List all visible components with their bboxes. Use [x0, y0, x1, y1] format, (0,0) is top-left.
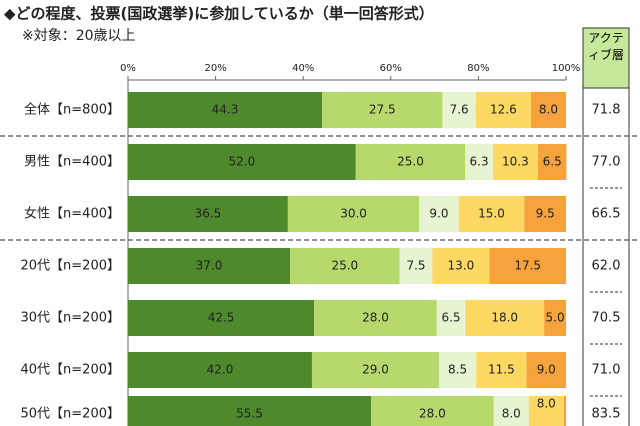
value-label: 25.0 [331, 259, 358, 273]
x-tick-label: 0% [120, 63, 136, 74]
bar-segment [528, 396, 564, 426]
bar-segment [493, 396, 529, 426]
bar-segment [438, 352, 477, 388]
y-tick-label: 50代【n=200】 [21, 407, 121, 422]
value-label: 9.5 [536, 207, 555, 221]
value-label: 9.0 [429, 207, 448, 221]
bar-segment [537, 144, 567, 180]
bar-segment [442, 92, 476, 128]
value-label: 42.5 [208, 311, 235, 325]
value-label: 18.0 [491, 311, 518, 325]
bar-segment [128, 196, 288, 232]
y-tick-label: 30代【n=200】 [21, 311, 121, 326]
bar-segment [287, 196, 420, 232]
bar-segment [436, 300, 466, 336]
bar-segment [524, 196, 566, 232]
value-label: 44.3 [212, 103, 239, 117]
bar-segment [563, 396, 566, 426]
chart-title: ◆どの程度、投票(国政選挙)に参加しているか（単一回答形式） [4, 5, 434, 23]
bar-segment [311, 352, 439, 388]
value-label: 55.5 [236, 407, 263, 421]
x-tick-label: 80% [467, 63, 489, 74]
chart-subtitle: ※対象：20歳以上 [22, 28, 136, 44]
bar-segment [290, 248, 400, 284]
bar-segment [465, 144, 493, 180]
value-label: 6.5 [543, 155, 562, 169]
bar-segment [399, 248, 433, 284]
x-tick-label: 100% [552, 63, 581, 74]
bar-segment [458, 196, 525, 232]
active-value: 66.5 [592, 207, 621, 222]
bar-segment [492, 144, 538, 180]
bar-segment [128, 92, 323, 128]
x-tick-label: 40% [292, 63, 314, 74]
bar-segment [128, 144, 356, 180]
active-column-box [582, 87, 630, 426]
value-label: 27.5 [369, 103, 396, 117]
bar-segment [419, 196, 459, 232]
value-label: 7.5 [406, 259, 425, 273]
bar-segment [371, 396, 494, 426]
y-tick-label: 男性【n=400】 [24, 155, 120, 170]
active-value: 77.0 [592, 155, 621, 170]
value-label: 5.0 [546, 311, 565, 325]
active-title: アクティブ層 [587, 31, 624, 62]
value-label: 17.5 [514, 259, 541, 273]
value-label: 52.0 [229, 155, 256, 169]
bar-segment [128, 300, 315, 336]
bar-segment [128, 396, 372, 426]
y-tick-label: 女性【n=400】 [24, 206, 120, 222]
y-tick-label: 20代【n=200】 [21, 259, 121, 274]
bar-segment [475, 92, 531, 128]
bar-segment [544, 300, 566, 336]
bar-segment [322, 92, 443, 128]
value-label: 30.0 [340, 207, 367, 221]
x-tick-label: 60% [380, 63, 402, 74]
bar-segment [465, 300, 545, 336]
bar-segment [128, 352, 312, 388]
active-header: アクティブ層 [587, 31, 624, 62]
value-label: 8.5 [448, 363, 467, 377]
value-label: 9.0 [537, 363, 556, 377]
value-label: 12.6 [490, 103, 517, 117]
value-label: 36.5 [195, 207, 222, 221]
active-header-box [582, 27, 630, 89]
value-label: 8.0 [502, 407, 521, 421]
value-label: 8.0 [537, 397, 556, 411]
value-label: 28.0 [362, 311, 389, 325]
value-label: 11.5 [488, 363, 515, 377]
value-label: 42.0 [207, 363, 234, 377]
active-value: 62.0 [592, 259, 621, 274]
value-label: 13.0 [448, 259, 475, 273]
bar-segment [314, 300, 437, 336]
bar-segment [489, 248, 566, 284]
active-value: 71.0 [592, 363, 621, 378]
value-label: 25.0 [397, 155, 424, 169]
x-tick-label: 20% [204, 63, 226, 74]
bar-segment [432, 248, 490, 284]
bar-segment [355, 144, 466, 180]
active-value: 70.5 [592, 311, 621, 326]
y-tick-label: 全体【n=800】 [24, 102, 120, 118]
active-value: 83.5 [592, 407, 621, 422]
value-label: 10.3 [502, 155, 529, 169]
y-tick-label: 40代【n=200】 [21, 363, 121, 378]
value-label: 15.0 [478, 207, 505, 221]
active-value: 71.8 [592, 103, 621, 118]
value-label: 37.0 [196, 259, 223, 273]
value-label: 29.0 [362, 363, 389, 377]
bar-segment [530, 92, 566, 128]
value-label: 28.0 [419, 407, 446, 421]
value-label: 8.0 [539, 103, 558, 117]
bar-segment [526, 352, 566, 388]
value-label: 7.6 [450, 103, 469, 117]
value-label: 6.5 [441, 311, 460, 325]
bar-segment [476, 352, 527, 388]
bar-segment [128, 248, 291, 284]
value-label: 6.3 [470, 155, 489, 169]
